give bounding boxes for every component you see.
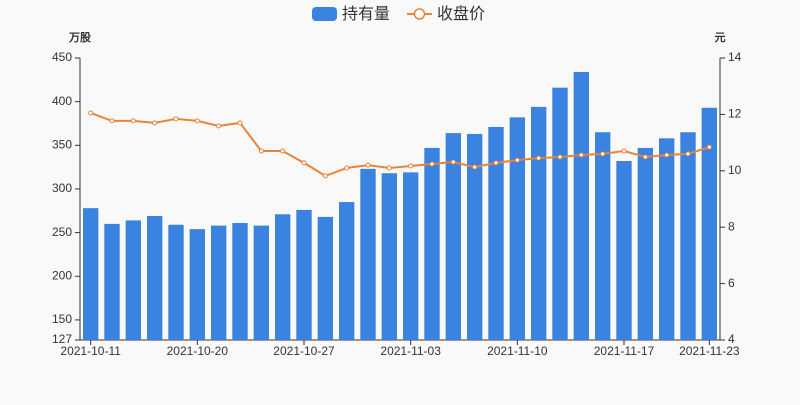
line-point <box>237 120 243 126</box>
bar <box>552 87 568 341</box>
line-point <box>386 165 392 171</box>
line-point <box>216 123 222 129</box>
line-point <box>194 118 200 124</box>
line <box>90 112 710 177</box>
y-tick-label: 400 <box>52 94 72 108</box>
y-tick-label: 350 <box>52 137 72 151</box>
x-tick-label: 2021-11-17 <box>594 344 655 358</box>
line-point <box>664 152 670 158</box>
line-point <box>152 120 158 126</box>
bar <box>168 224 184 340</box>
y-tick-label: 150 <box>52 312 72 326</box>
x-tick-label: 2021-10-20 <box>167 344 229 358</box>
bar <box>424 147 440 340</box>
line-point <box>301 160 307 166</box>
bar <box>104 223 120 340</box>
y2-axis-title: 元 <box>715 31 726 44</box>
line-point <box>280 148 286 154</box>
y2-tick-label: 6 <box>728 276 735 290</box>
bar <box>253 225 270 340</box>
bar <box>637 147 654 340</box>
line-point <box>408 163 414 169</box>
bar <box>360 168 376 340</box>
bar <box>509 117 526 340</box>
bar <box>466 133 483 340</box>
y-tick-label: 250 <box>52 225 72 239</box>
line-point <box>429 161 435 167</box>
y-axis-title: 万股 <box>68 31 92 44</box>
bar <box>381 173 398 340</box>
y-tick-label: 450 <box>52 50 72 64</box>
line-point <box>600 151 606 157</box>
x-tick-label: 2021-11-23 <box>679 344 740 358</box>
y2-tick-label: 4 <box>728 332 735 346</box>
bar <box>296 209 312 340</box>
line-point <box>557 154 563 160</box>
line-point <box>706 144 712 150</box>
line-point <box>450 159 456 165</box>
bar <box>402 172 419 340</box>
legend-label: 持有量 <box>342 5 390 23</box>
line-point <box>621 148 627 154</box>
bar <box>616 161 632 340</box>
line-point <box>536 155 542 161</box>
bar <box>488 126 504 340</box>
legend-swatch <box>413 8 426 20</box>
x-tick-label: 2021-11-10 <box>487 344 548 358</box>
legend-swatch <box>312 7 337 21</box>
line-point <box>173 116 179 122</box>
y-tick-label: 200 <box>52 268 72 282</box>
bar <box>210 225 227 340</box>
bar <box>317 216 334 340</box>
legend-label: 收盘价 <box>437 4 485 23</box>
line-point <box>258 148 264 154</box>
bar <box>189 229 206 340</box>
bar <box>338 202 355 340</box>
x-tick-label: 2021-11-03 <box>380 344 441 358</box>
line-point <box>472 164 478 170</box>
bar <box>445 133 462 340</box>
line-point <box>109 118 115 124</box>
bar <box>658 138 675 340</box>
y-tick-label: 127 <box>52 332 72 346</box>
line-point <box>344 165 350 171</box>
line-point <box>642 154 648 160</box>
bar <box>146 216 163 340</box>
y2-tick-label: 8 <box>728 219 735 233</box>
line-point <box>365 162 371 168</box>
line-point <box>578 152 584 158</box>
line-point <box>130 118 136 124</box>
x-tick-label: 2021-10-11 <box>60 344 121 358</box>
bar <box>82 208 99 340</box>
bar <box>232 223 248 340</box>
bar <box>125 220 142 340</box>
bar <box>594 132 611 340</box>
line-point <box>514 157 520 163</box>
line-point <box>322 173 328 179</box>
bar <box>701 107 718 340</box>
bar <box>680 132 696 340</box>
y2-tick-label: 12 <box>728 107 742 121</box>
y-tick-label: 300 <box>52 181 72 195</box>
y2-tick-label: 14 <box>728 50 742 64</box>
bar <box>274 214 291 340</box>
bar <box>530 106 547 341</box>
line-point <box>88 110 94 116</box>
y2-tick-label: 10 <box>728 163 742 177</box>
line-point <box>685 151 691 157</box>
bar <box>573 71 590 340</box>
x-tick-label: 2021-10-27 <box>273 344 335 358</box>
line-point <box>493 160 499 166</box>
